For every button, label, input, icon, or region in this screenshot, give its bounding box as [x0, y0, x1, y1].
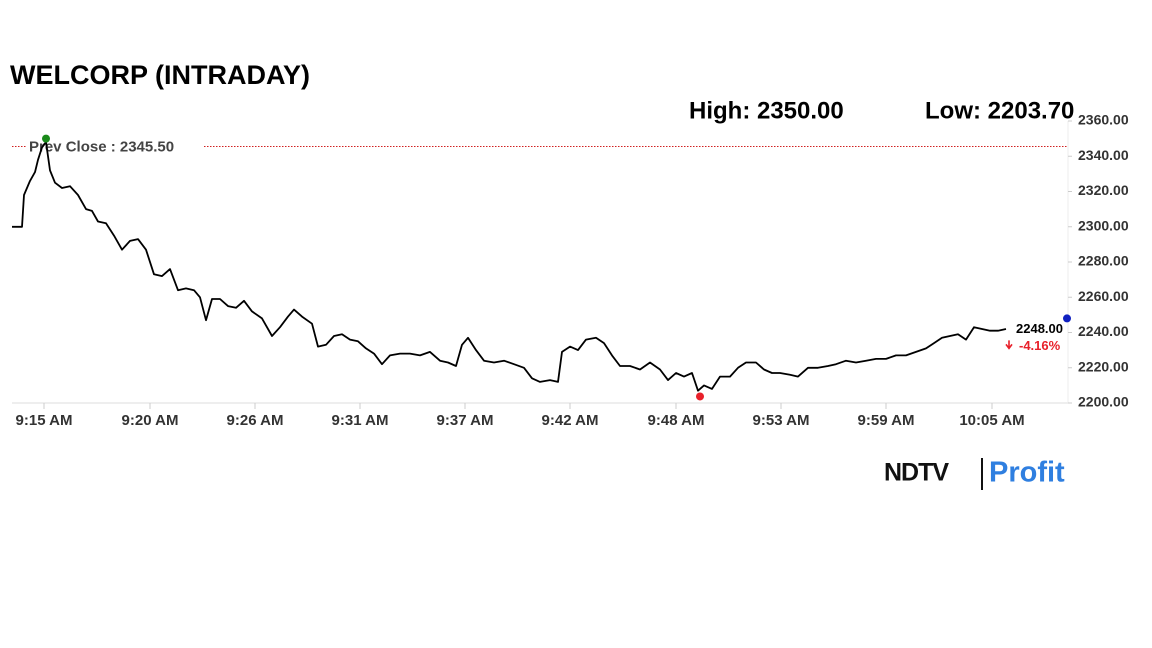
y-tick-label: 2300.00	[1078, 217, 1129, 233]
y-tick-label: 2360.00	[1078, 112, 1129, 128]
high-marker	[42, 134, 50, 143]
y-tick-label: 2340.00	[1078, 147, 1129, 163]
y-tick-label: 2200.00	[1078, 394, 1129, 410]
x-tick-label: 9:26 AM	[227, 412, 284, 429]
x-tick-label: 9:37 AM	[437, 412, 494, 429]
prev-close-label: Prev Close : 2345.50	[29, 139, 174, 156]
low-label: Low: 2203.70	[925, 97, 1074, 124]
prev-close-bg	[26, 137, 204, 155]
x-tick-label: 10:05 AM	[959, 412, 1024, 429]
x-tick-label: 9:31 AM	[332, 412, 389, 429]
high-label: High: 2350.00	[689, 97, 844, 124]
y-tick-label: 2240.00	[1078, 323, 1129, 339]
chart-title: WELCORP (INTRADAY)	[10, 60, 310, 90]
y-tick-label: 2280.00	[1078, 253, 1129, 269]
x-tick-label: 9:15 AM	[16, 412, 73, 429]
x-tick-label: 9:59 AM	[858, 412, 915, 429]
low-marker	[696, 392, 704, 401]
change-arrow	[1005, 340, 1013, 350]
x-tick-label: 9:48 AM	[648, 412, 705, 429]
y-tick-label: 2320.00	[1078, 182, 1129, 198]
logo-brand: NDTV	[884, 459, 949, 487]
change-label: -4.16%	[1019, 338, 1061, 353]
x-tick-label: 9:53 AM	[753, 412, 810, 429]
price-line	[12, 141, 1007, 392]
last-marker	[1063, 314, 1071, 323]
x-tick-label: 9:20 AM	[122, 412, 179, 429]
y-tick-label: 2220.00	[1078, 358, 1129, 374]
logo: NDTV Profit	[884, 457, 1065, 490]
y-tick-label: 2260.00	[1078, 288, 1129, 304]
last-value-label: 2248.00	[1016, 321, 1063, 336]
logo-product: Profit	[989, 457, 1065, 489]
x-tick-label: 9:42 AM	[542, 412, 599, 429]
